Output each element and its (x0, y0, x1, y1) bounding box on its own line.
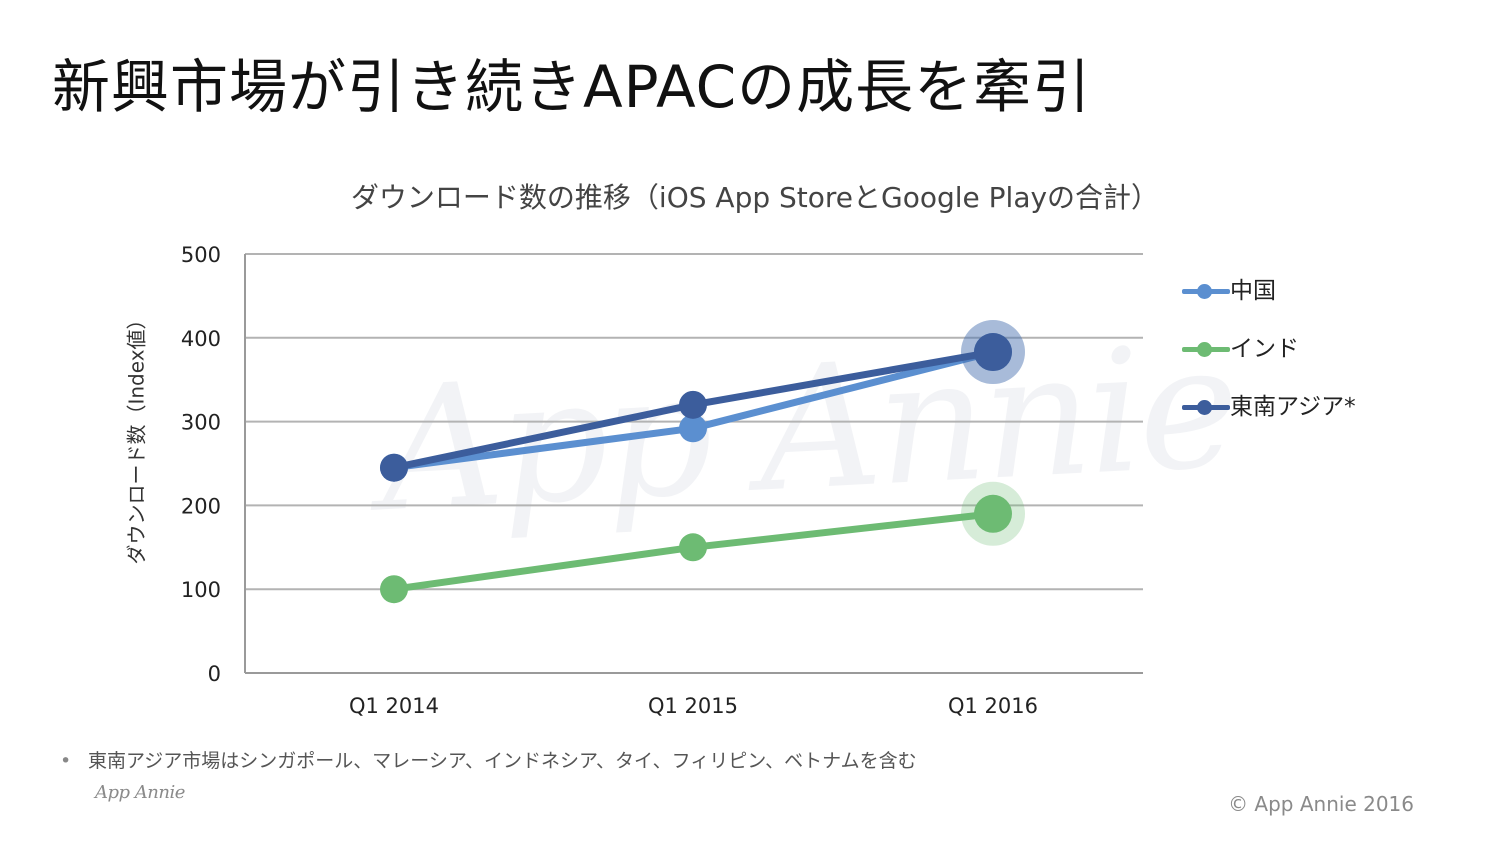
y-tick-label: 300 (181, 411, 221, 435)
x-tick-label: Q1 2015 (648, 694, 738, 718)
y-tick-label: 400 (181, 327, 221, 351)
chart-title: ダウンロード数の推移（iOS App StoreとGoogle Playの合計） (350, 181, 1160, 214)
legend-dot (1197, 342, 1212, 357)
data-point (380, 453, 408, 482)
data-point (380, 575, 408, 604)
legend-dot (1197, 284, 1212, 299)
copyright-text: © App Annie 2016 (1228, 792, 1414, 816)
legend-item-china: 中国 (1182, 276, 1356, 334)
app-annie-logo: App Annie (95, 782, 185, 803)
legend-swatch-icon (1182, 392, 1230, 422)
legend-item-india: インド (1182, 334, 1356, 392)
legend-dot (1197, 400, 1212, 415)
x-tick-label: Q1 2014 (349, 694, 439, 718)
legend-label: インド (1230, 336, 1299, 362)
y-tick-label: 500 (181, 243, 221, 267)
y-tick-label: 0 (208, 662, 221, 686)
data-point (974, 333, 1012, 372)
data-point (974, 494, 1012, 533)
x-tick-label: Q1 2016 (948, 694, 1038, 718)
bullet-icon: • (60, 750, 72, 772)
legend-label: 東南アジア* (1230, 394, 1356, 420)
footnote: • 東南アジア市場はシンガポール、マレーシア、インドネシア、タイ、フィリピン、ベト… (60, 746, 917, 773)
chart-legend: 中国 インド 東南アジア* (1182, 276, 1356, 450)
legend-swatch-icon (1182, 276, 1230, 306)
y-tick-label: 100 (181, 578, 221, 602)
footnote-text: 東南アジア市場はシンガポール、マレーシア、インドネシア、タイ、フィリピン、ベトナ… (88, 750, 917, 772)
legend-swatch-icon (1182, 334, 1230, 364)
data-point (679, 390, 707, 419)
data-point (679, 414, 707, 443)
y-tick-label: 200 (181, 494, 221, 518)
legend-label: 中国 (1230, 278, 1276, 304)
data-point (679, 533, 707, 562)
slide-title: 新興市場が引き続きAPACの成長を牽引 (52, 53, 1092, 121)
legend-item-southeast-asia: 東南アジア* (1182, 392, 1356, 450)
